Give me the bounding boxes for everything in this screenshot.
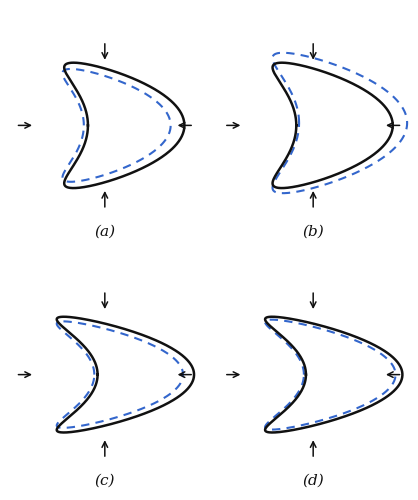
Text: (d): (d) bbox=[302, 474, 324, 488]
Text: (a): (a) bbox=[94, 224, 115, 238]
Text: (c): (c) bbox=[94, 474, 115, 488]
Text: (b): (b) bbox=[302, 224, 324, 238]
